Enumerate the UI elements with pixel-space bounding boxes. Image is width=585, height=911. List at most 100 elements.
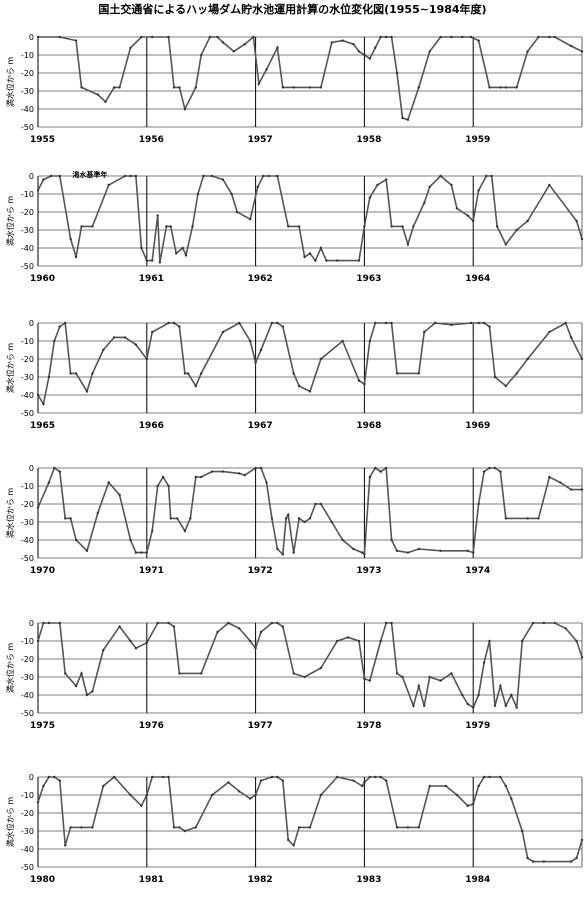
data-point <box>510 797 513 800</box>
data-point <box>499 86 502 89</box>
data-point <box>58 325 61 328</box>
data-point <box>472 219 475 223</box>
data-point <box>194 475 197 479</box>
data-point <box>112 86 116 89</box>
data-point <box>169 225 172 228</box>
year-label: 1976 <box>139 721 164 731</box>
data-point <box>74 372 78 375</box>
data-point <box>47 775 51 779</box>
data-point <box>466 549 469 552</box>
y-tick-label: -20 <box>21 655 34 664</box>
data-point <box>395 372 399 375</box>
data-point <box>412 704 415 707</box>
data-point <box>526 856 529 860</box>
data-point <box>564 321 567 325</box>
data-point <box>140 35 143 39</box>
data-point <box>346 636 350 639</box>
data-point <box>276 621 279 625</box>
y-tick-label: -50 <box>21 554 34 563</box>
data-point <box>439 35 442 39</box>
year-label: 1973 <box>356 566 381 576</box>
data-point <box>368 57 372 60</box>
data-point <box>91 372 94 375</box>
data-point <box>461 693 464 697</box>
data-point <box>270 321 274 325</box>
data-point <box>336 775 339 779</box>
data-point <box>401 225 404 228</box>
data-point <box>270 775 274 779</box>
data-point <box>379 775 382 779</box>
data-point <box>96 93 100 96</box>
data-point <box>172 86 176 89</box>
data-point <box>477 39 480 42</box>
data-point <box>439 679 442 682</box>
data-point <box>259 779 263 782</box>
data-point <box>308 86 312 89</box>
data-point <box>548 475 551 479</box>
data-point <box>376 183 379 187</box>
data-point <box>259 348 263 352</box>
data-point <box>363 225 366 228</box>
water-level-line <box>37 775 583 863</box>
year-label: 1972 <box>248 566 273 576</box>
year-label: 1978 <box>356 721 381 731</box>
data-point <box>151 529 154 533</box>
data-point <box>368 775 372 779</box>
data-point <box>151 35 154 39</box>
water-level-line <box>38 35 583 121</box>
data-point <box>292 86 295 89</box>
year-label: 1969 <box>465 421 490 431</box>
year-label: 1966 <box>139 421 164 431</box>
y-tick-label: 0 <box>29 172 34 181</box>
data-point <box>423 704 426 707</box>
data-point <box>129 639 132 643</box>
data-point <box>238 472 241 475</box>
data-point <box>210 793 214 797</box>
year-label: 1981 <box>139 875 164 885</box>
data-point <box>156 214 159 217</box>
data-point <box>482 775 486 779</box>
data-point <box>363 553 366 556</box>
data-point <box>450 183 453 187</box>
data-point <box>259 630 263 634</box>
y-tick-label: -50 <box>21 262 34 271</box>
y-tick-label: -30 <box>21 87 34 96</box>
data-point <box>145 357 148 361</box>
data-point <box>74 255 78 259</box>
data-point <box>167 321 170 325</box>
data-point <box>287 838 290 842</box>
data-point <box>227 781 230 784</box>
data-point <box>189 517 192 520</box>
data-point <box>504 784 508 788</box>
data-point <box>384 621 388 625</box>
y-tick-label: -10 <box>21 791 34 800</box>
data-point <box>450 35 453 39</box>
data-point <box>178 86 181 89</box>
data-point <box>374 321 377 325</box>
data-point <box>569 860 573 863</box>
y-tick-label: -20 <box>21 69 34 78</box>
data-point <box>504 86 508 89</box>
data-point <box>357 259 361 262</box>
data-point <box>352 779 355 782</box>
data-point <box>395 826 399 829</box>
data-point <box>472 706 475 709</box>
data-point <box>134 343 138 346</box>
data-point <box>151 259 154 262</box>
data-point <box>428 185 431 188</box>
data-point <box>450 672 453 675</box>
data-point <box>265 68 268 71</box>
data-point <box>140 804 143 807</box>
data-point <box>53 775 56 779</box>
data-point <box>208 35 212 39</box>
data-point <box>504 384 508 388</box>
data-point <box>390 538 393 542</box>
data-point <box>368 475 372 479</box>
data-point <box>368 196 372 199</box>
data-point <box>252 35 255 39</box>
data-point <box>243 43 246 46</box>
data-point <box>91 225 94 228</box>
data-point <box>341 339 344 343</box>
data-point <box>158 261 162 264</box>
year-label: 1977 <box>248 721 273 731</box>
